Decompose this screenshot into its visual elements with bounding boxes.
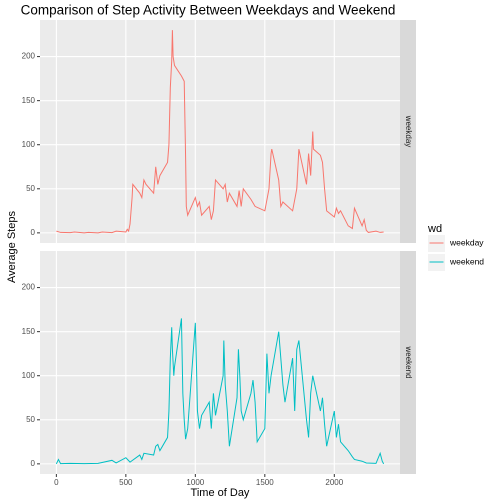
y-tick-label: 50 bbox=[26, 415, 35, 424]
y-tick-label: 50 bbox=[26, 184, 35, 193]
x-tick-label: 1500 bbox=[256, 478, 274, 487]
y-tick-label: 0 bbox=[31, 459, 36, 468]
legend-label: weekday bbox=[449, 237, 484, 247]
facet-strip-label: weekday bbox=[404, 115, 413, 148]
facet-strip bbox=[400, 20, 416, 243]
chart-title: Comparison of Step Activity Between Week… bbox=[21, 3, 396, 18]
y-tick-label: 100 bbox=[22, 371, 36, 380]
y-tick-label: 200 bbox=[22, 283, 36, 292]
facet-strip-label: weekend bbox=[404, 345, 413, 378]
y-tick-label: 100 bbox=[22, 140, 36, 149]
legend-label: weekend bbox=[449, 256, 484, 266]
x-axis-label: Time of Day bbox=[191, 487, 250, 499]
legend-title: wd bbox=[427, 223, 442, 235]
x-tick-label: 0 bbox=[54, 478, 59, 487]
data-line bbox=[56, 30, 384, 234]
x-tick-label: 500 bbox=[119, 478, 133, 487]
y-axis-label: Average Steps bbox=[6, 211, 18, 283]
panel-background bbox=[40, 251, 400, 474]
y-tick-label: 0 bbox=[31, 228, 36, 237]
panel-background bbox=[40, 20, 400, 243]
facet-strip bbox=[400, 251, 416, 474]
x-tick-label: 1000 bbox=[186, 478, 204, 487]
y-tick-label: 200 bbox=[22, 52, 36, 61]
data-line bbox=[55, 318, 385, 465]
x-tick-label: 2000 bbox=[325, 478, 343, 487]
y-tick-label: 150 bbox=[22, 327, 36, 336]
y-tick-label: 150 bbox=[22, 96, 36, 105]
